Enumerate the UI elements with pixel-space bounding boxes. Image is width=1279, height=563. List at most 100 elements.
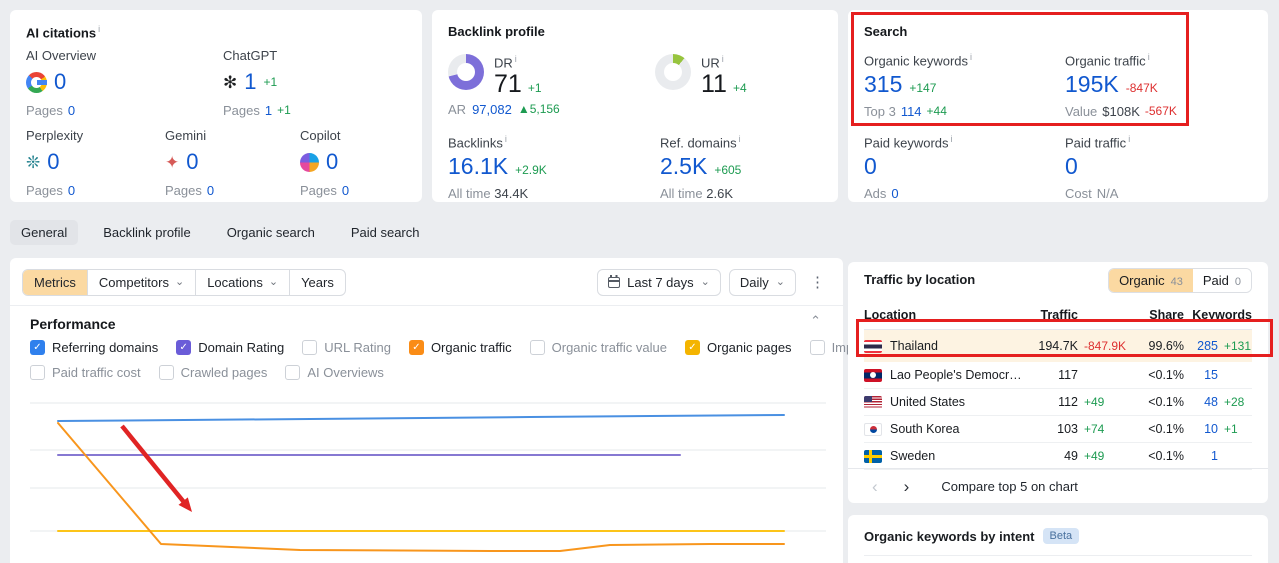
toggle-organic-label: Organic	[1119, 273, 1165, 288]
ai-citations-value[interactable]: 0	[326, 149, 339, 174]
compare-top5-link[interactable]: Compare top 5 on chart	[941, 479, 1078, 494]
ai-citations-value[interactable]: 1	[244, 69, 257, 94]
info-icon[interactable]: i	[504, 134, 507, 144]
info-icon[interactable]: i	[514, 54, 517, 64]
filter-years[interactable]: Years	[289, 269, 345, 295]
locations-pager: ‹ › Compare top 5 on chart	[848, 468, 1268, 504]
toggle-organic[interactable]: Organic 43	[1109, 269, 1193, 292]
pages-label: Pages	[165, 183, 202, 198]
metric-toggle-organic-traffic[interactable]: ✓ Organic traffic	[408, 340, 512, 355]
ads-value[interactable]: 0	[891, 186, 899, 202]
location-row-sweden[interactable]: Sweden 49 +49 <0.1% 1	[864, 443, 1252, 470]
filter-locations[interactable]: Locations ⌄	[195, 269, 289, 295]
traffic-change: +49	[1084, 395, 1105, 409]
ur-value: 11	[701, 70, 727, 99]
keywords-count[interactable]: 15	[1204, 368, 1218, 382]
more-options-icon[interactable]: ⋮	[810, 274, 825, 291]
checkbox-checked-icon: ✓	[30, 340, 45, 355]
backlinks-block: Backlinks i 16.1K +2.9K All time 34.4K	[448, 134, 547, 201]
tab-organic-search[interactable]: Organic search	[226, 225, 315, 240]
info-icon[interactable]: i	[1128, 134, 1131, 144]
next-page-icon[interactable]: ›	[903, 477, 910, 496]
metric-toggle-organic-pages[interactable]: ✓ Organic pages	[685, 340, 792, 355]
metric-toggle-crawled-pages[interactable]: Crawled pages	[158, 365, 267, 380]
traffic-by-location-title: Traffic by location	[864, 272, 976, 287]
annotation-arrowhead	[178, 497, 192, 512]
metric-toggle-url-rating[interactable]: URL Rating	[302, 340, 391, 355]
info-icon[interactable]: i	[970, 52, 973, 62]
metric-toggle-organic-traffic-value[interactable]: Organic traffic value	[529, 340, 667, 355]
date-range-button[interactable]: Last 7 days ⌄	[597, 268, 721, 296]
pages-value[interactable]: 0	[341, 183, 350, 198]
divider	[10, 305, 843, 306]
paid-traffic-value[interactable]: 0	[1065, 153, 1078, 180]
pages-value[interactable]: 1	[264, 103, 273, 118]
top3-value[interactable]: 114	[900, 104, 922, 120]
metric-toggle-ai-overviews[interactable]: AI Overviews	[285, 365, 384, 380]
dr-value: 71	[494, 70, 522, 99]
info-icon[interactable]: i	[1147, 52, 1150, 62]
checkbox-unchecked-icon	[809, 340, 825, 355]
filter-competitors[interactable]: Competitors ⌄	[86, 269, 195, 295]
granularity-button[interactable]: Daily ⌄	[728, 268, 796, 296]
ur-delta: +4	[732, 81, 747, 96]
pages-value[interactable]: 0	[67, 183, 76, 198]
location-row-united-states[interactable]: United States 112 +49 <0.1% 48 +28	[864, 389, 1252, 416]
ai-source-label: Perplexity	[26, 128, 84, 143]
backlink-profile-card: Backlink profile DR i 71 +1 AR 97,082 ▲5,…	[432, 10, 838, 202]
info-icon[interactable]: i	[738, 134, 741, 144]
country-name: Lao People's Democratic Rep	[890, 368, 1026, 382]
organic-keywords-value[interactable]: 315	[864, 71, 903, 98]
info-icon[interactable]: i	[950, 134, 953, 144]
checkbox-unchecked-icon	[302, 340, 318, 355]
backlinks-value[interactable]: 16.1K	[448, 153, 509, 180]
tab-backlink-profile[interactable]: Backlink profile	[103, 225, 191, 240]
filter-segments: Metrics Competitors ⌄ Locations ⌄ Years	[22, 268, 346, 296]
keywords-count[interactable]: 10	[1204, 422, 1218, 436]
dr-block: DR i 71 +1	[448, 54, 542, 99]
chevron-down-icon: ⌄	[268, 275, 279, 288]
metric-toggle-referring-domains[interactable]: ✓ Referring domains	[30, 340, 158, 355]
country-name: United States	[890, 395, 966, 409]
overview-tabs: General Backlink profile Organic search Pai…	[10, 219, 431, 246]
location-row-thailand[interactable]: Thailand 194.7K -847.9K 99.6% 285 +131	[864, 330, 1252, 362]
metric-toggle-domain-rating[interactable]: ✓ Domain Rating	[176, 340, 284, 355]
chevron-down-icon: ⌄	[700, 275, 710, 288]
ref-domains-delta: +605	[714, 163, 742, 178]
ai-citations-value[interactable]: 0	[54, 69, 67, 94]
keywords-count[interactable]: 48	[1204, 395, 1218, 409]
ai-citations-title: AI citations	[26, 25, 97, 41]
pages-value[interactable]: 0	[67, 103, 76, 118]
ai-citations-value[interactable]: 0	[47, 149, 60, 174]
keywords-count[interactable]: 1	[1211, 449, 1218, 463]
ar-value-link[interactable]: 97,082	[472, 102, 512, 117]
pages-value[interactable]: 0	[206, 183, 215, 198]
keywords-count[interactable]: 285	[1197, 339, 1218, 353]
pages-label: Pages	[223, 103, 260, 118]
tab-paid-search[interactable]: Paid search	[350, 225, 420, 240]
chart-toolbar: Metrics Competitors ⌄ Locations ⌄ Years Last …	[22, 268, 831, 296]
dr-label: DR	[494, 55, 513, 71]
keywords-change: +28	[1224, 395, 1245, 409]
ai-source-label: Copilot	[300, 128, 341, 143]
metric-toggle-paid-traffic-cost[interactable]: Paid traffic cost	[30, 365, 141, 380]
info-icon[interactable]: i	[98, 24, 101, 34]
ai-citations-value[interactable]: 0	[186, 149, 199, 174]
ai-citations-delta: +1	[263, 75, 278, 89]
cost-value: N/A	[1096, 186, 1119, 202]
location-row-south-korea[interactable]: South Korea 103 +74 <0.1% 10 +1	[864, 416, 1252, 443]
organic-traffic-value[interactable]: 195K	[1065, 71, 1119, 98]
ref-domains-value[interactable]: 2.5K	[660, 153, 708, 180]
paid-keywords-value[interactable]: 0	[864, 153, 877, 180]
info-icon[interactable]: i	[721, 54, 724, 64]
toggle-paid[interactable]: Paid 0	[1192, 269, 1251, 292]
tab-general[interactable]: General	[10, 220, 79, 245]
paid-traffic-label: Paid traffic	[1065, 135, 1127, 151]
google-icon	[26, 71, 47, 93]
prev-page-icon[interactable]: ‹	[872, 477, 878, 496]
location-row-lao-people-s-democratic-rep[interactable]: Lao People's Democratic Rep 117 <0.1% 15	[864, 362, 1252, 389]
filter-metrics[interactable]: Metrics	[23, 269, 87, 295]
line-chart[interactable]	[10, 388, 843, 561]
header-location: Location	[864, 308, 917, 322]
collapse-chevron-icon[interactable]: ⌃	[810, 313, 821, 328]
